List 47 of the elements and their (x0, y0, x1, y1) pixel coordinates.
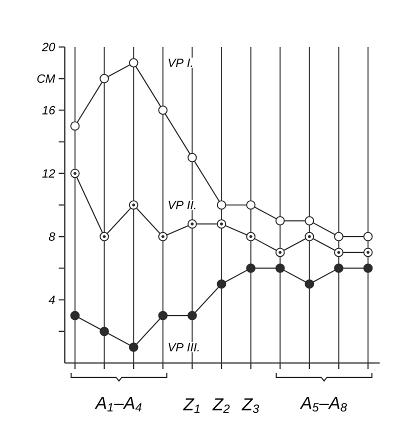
y-tick-label: 8 (48, 232, 56, 241)
series-label: VP III. (168, 343, 199, 352)
point (188, 152, 197, 162)
point (158, 106, 168, 115)
text: VP I. (168, 58, 192, 67)
point (70, 310, 80, 320)
x-tick-label: Z$_{1}$ (183, 398, 200, 413)
point (188, 310, 197, 320)
y-tick-label: CM (37, 74, 56, 83)
y-tick-label: 16 (42, 106, 56, 114)
point (188, 219, 197, 229)
point (70, 121, 80, 131)
point (100, 74, 109, 84)
x-tick-label: Z$_{3}$ (242, 398, 260, 413)
point (334, 248, 344, 258)
point (304, 279, 314, 289)
y-tick-label: 4 (48, 296, 55, 304)
y-tick-label: 12 (42, 169, 56, 178)
point (158, 310, 168, 320)
point (100, 232, 109, 242)
text: A$_{1}$–A$_{4}$ (94, 396, 142, 412)
point (275, 216, 285, 226)
point (363, 232, 373, 242)
point (275, 264, 285, 273)
point (246, 200, 256, 210)
point (304, 216, 314, 226)
point (363, 248, 373, 258)
point (246, 264, 256, 273)
point (334, 264, 344, 273)
text: A$_{5}$–A$_{8}$ (300, 396, 347, 412)
x-tick-label: Z$_{2}$ (212, 398, 230, 413)
point (246, 232, 256, 242)
y-tick-label: 20 (42, 42, 56, 52)
point (304, 232, 314, 242)
point (334, 232, 344, 242)
point (275, 248, 285, 258)
point (216, 279, 226, 289)
point (128, 58, 138, 68)
point (363, 264, 373, 273)
point (100, 326, 109, 336)
point (128, 342, 138, 352)
point (216, 200, 226, 210)
point (70, 168, 80, 178)
point (128, 200, 138, 210)
point (216, 219, 226, 229)
series-label: VP II. (168, 200, 196, 210)
point (158, 232, 168, 242)
